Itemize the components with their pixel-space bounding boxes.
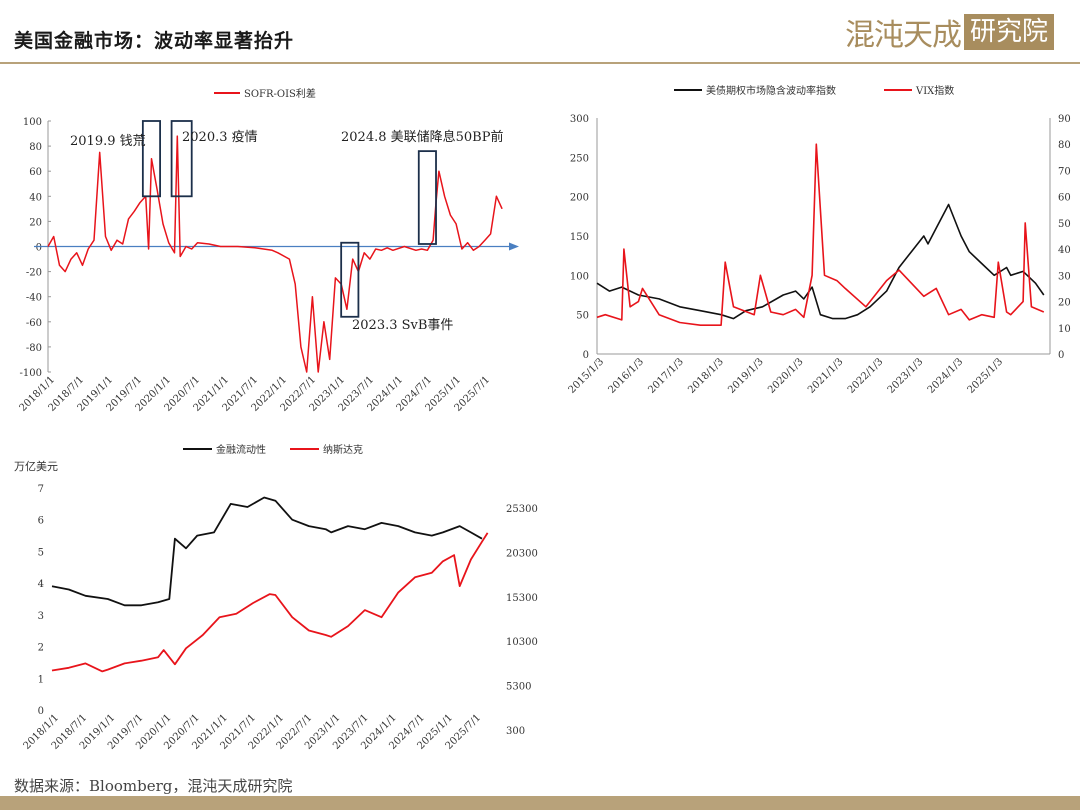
sofr-y-tick-label: -100 bbox=[20, 368, 42, 379]
vol-x-tick-label: 2022/1/3 bbox=[846, 356, 886, 396]
vol-y-left-tick-label: 0 bbox=[583, 350, 589, 361]
sofr-event-box bbox=[141, 120, 161, 198]
vol-y-right-tick-label: 70 bbox=[1058, 166, 1071, 177]
brand-logo: 混沌天成 研究院 bbox=[845, 12, 1055, 53]
vol-y-right-tick-label: 40 bbox=[1058, 245, 1071, 256]
vol-x-tick-label: 2018/1/3 bbox=[686, 356, 726, 396]
liq-y-right-tick-label: 5300 bbox=[506, 682, 531, 693]
liq-y-left-tick-label: 7 bbox=[38, 484, 44, 495]
vol-y-right-tick-label: 50 bbox=[1058, 219, 1071, 230]
vol-y-right-tick-label: 30 bbox=[1058, 271, 1071, 282]
vol-x-tick-label: 2024/1/3 bbox=[926, 356, 966, 396]
sofr-y-tick-label: -40 bbox=[26, 293, 42, 304]
vol-y-right-tick-label: 60 bbox=[1058, 193, 1071, 204]
header-divider bbox=[0, 62, 1080, 64]
liq-legend-label: 纳斯达克 bbox=[323, 443, 363, 456]
sofr-series-line bbox=[47, 135, 503, 373]
sofr-annotation: 2019.9 钱荒 bbox=[70, 134, 146, 149]
vol-legend-label: 美债期权市场隐含波动率指数 bbox=[706, 84, 836, 97]
logo-text-a: 混沌天成 bbox=[845, 18, 962, 53]
sofr-annotation: 2020.3 疫情 bbox=[182, 129, 258, 145]
vol-y-left-tick-label: 50 bbox=[576, 311, 589, 322]
sofr-y-tick-label: 0 bbox=[36, 243, 42, 254]
sofr-annotation: 2024.8 美联储降息50BP前 bbox=[341, 129, 503, 145]
vol-x-tick-label: 2019/1/3 bbox=[726, 356, 766, 396]
sofr-event-box bbox=[340, 241, 360, 318]
liq-y-left-tick-label: 4 bbox=[38, 579, 44, 590]
sofr-y-tick-label: -80 bbox=[26, 343, 42, 354]
footer-bar bbox=[0, 796, 1080, 810]
liq-y-left-tick-label: 3 bbox=[38, 611, 44, 622]
sofr-y-tick-label: -60 bbox=[26, 318, 42, 329]
vol-x-tick-label: 2021/1/3 bbox=[806, 356, 846, 396]
liq-y-right-tick-label: 300 bbox=[506, 726, 525, 737]
vol-y-right-tick-label: 90 bbox=[1058, 114, 1071, 125]
liq-series-nasdaq-line bbox=[51, 532, 489, 673]
sofr-legend-label: SOFR-OIS利差 bbox=[244, 87, 316, 100]
sofr-y-tick-label: 80 bbox=[29, 142, 42, 153]
vol-series-move-line bbox=[596, 203, 1045, 320]
vol-y-left-tick-label: 150 bbox=[570, 232, 589, 243]
liq-y-right-tick-label: 10300 bbox=[506, 637, 538, 648]
vol-x-tick-label: 2020/1/3 bbox=[766, 356, 806, 396]
liq-y-right-tick-label: 15300 bbox=[506, 593, 538, 604]
liq-legend-label: 金融流动性 bbox=[216, 443, 266, 456]
sofr-event-box bbox=[170, 120, 193, 198]
vol-y-right-tick-label: 80 bbox=[1058, 140, 1071, 151]
vol-y-left-tick-label: 250 bbox=[570, 153, 589, 164]
sofr-zero-arrow bbox=[509, 242, 519, 251]
liq-y-left-tick-label: 6 bbox=[38, 516, 44, 527]
liq-y-left-tick-label: 2 bbox=[38, 643, 44, 654]
vol-y-left-tick-label: 100 bbox=[570, 271, 589, 282]
vol-y-left-tick-label: 200 bbox=[570, 193, 589, 204]
liq-y-right-tick-label: 20300 bbox=[506, 548, 538, 559]
logo-text-b: 研究院 bbox=[964, 14, 1055, 50]
sofr-y-tick-label: 100 bbox=[23, 117, 42, 128]
sofr-y-tick-label: -20 bbox=[26, 268, 42, 279]
liq-y-left-label: 万亿美元 bbox=[14, 460, 58, 473]
sofr-y-tick-label: 40 bbox=[29, 192, 42, 203]
sofr-annotation: 2023.3 SvB事件 bbox=[352, 318, 453, 333]
liq-y-left-tick-label: 5 bbox=[38, 547, 44, 558]
vol-x-tick-label: 2023/1/3 bbox=[886, 356, 926, 396]
source-note: 数据来源：Bloomberg，混沌天成研究院 bbox=[14, 777, 293, 795]
vol-x-tick-label: 2017/1/3 bbox=[646, 356, 686, 396]
sofr-event-box bbox=[417, 150, 437, 245]
vol-x-tick-label: 2016/1/3 bbox=[606, 356, 646, 396]
sofr-y-tick-label: 60 bbox=[29, 167, 42, 178]
liq-series-liquidity-line bbox=[51, 496, 483, 607]
vol-y-right-tick-label: 0 bbox=[1058, 350, 1064, 361]
page-title: 美国金融市场：波动率显著抬升 bbox=[14, 30, 295, 52]
vol-y-right-tick-label: 20 bbox=[1058, 298, 1071, 309]
vol-x-tick-label: 2025/1/3 bbox=[966, 356, 1006, 396]
liq-y-left-tick-label: 0 bbox=[38, 706, 44, 717]
liq-y-right-tick-label: 25300 bbox=[506, 504, 538, 515]
vol-x-tick-label: 2015/1/3 bbox=[567, 356, 607, 396]
vol-y-left-tick-label: 300 bbox=[570, 114, 589, 125]
vol-y-right-tick-label: 10 bbox=[1058, 324, 1071, 335]
liq-y-left-tick-label: 1 bbox=[38, 674, 44, 685]
vol-series-vix-line bbox=[596, 143, 1045, 327]
vol-legend-label: VIX指数 bbox=[915, 84, 954, 97]
sofr-y-tick-label: 20 bbox=[29, 217, 42, 228]
